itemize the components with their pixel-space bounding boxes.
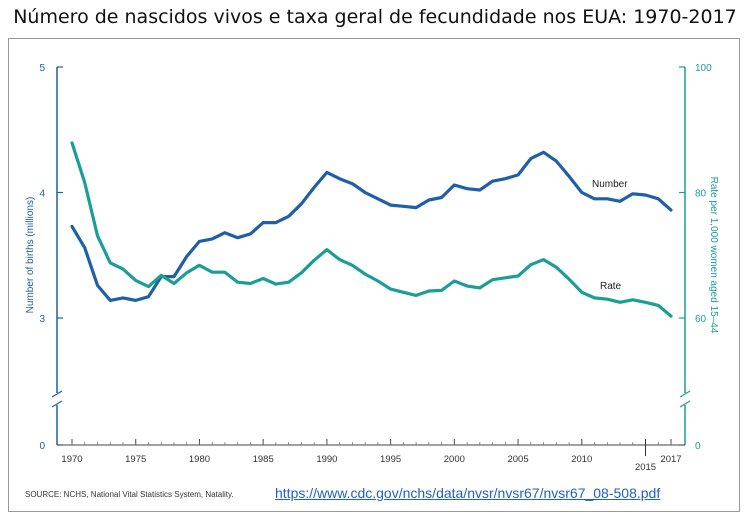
source-link[interactable]: https://www.cdc.gov/nchs/data/nvsr/nvsr6… bbox=[275, 485, 661, 501]
right-axis-title: Rate per 1,000 women aged 15–44 bbox=[708, 177, 719, 334]
x-axis-tick-label: 1980 bbox=[189, 454, 210, 465]
x-axis-tick-label: 1970 bbox=[61, 454, 82, 465]
x-axis-tick-label: 1995 bbox=[380, 454, 401, 465]
left-axis-break-mark bbox=[51, 390, 63, 398]
right-axis-tick-label: 100 bbox=[695, 63, 712, 74]
source-note: SOURCE: NCHS, National Vital Statistics … bbox=[25, 490, 234, 499]
x-axis-tick-label: 2017 bbox=[660, 454, 681, 465]
left-axis-tick-label: 3 bbox=[39, 314, 45, 325]
left-axis-tick-label: 5 bbox=[39, 63, 45, 74]
x-axis-tick-label: 1990 bbox=[316, 454, 337, 465]
right-axis-tick-label: 60 bbox=[695, 314, 707, 325]
x-axis-extra-tick-label: 2015 bbox=[635, 462, 656, 473]
left-axis-tick-label: 4 bbox=[39, 189, 45, 200]
series-line-rate bbox=[70, 141, 673, 318]
x-axis-tick-label: 2010 bbox=[571, 454, 592, 465]
chart-title: Número de nascidos vivos e taxa geral de… bbox=[13, 6, 737, 28]
right-axis-tick-label: 80 bbox=[695, 189, 707, 200]
left-axis-tick-label: 0 bbox=[39, 441, 45, 452]
series-label-number: Number bbox=[592, 179, 628, 190]
x-axis-tick-label: 1975 bbox=[125, 454, 146, 465]
left-axis-title: Number of births (millions) bbox=[25, 197, 36, 314]
right-axis-tick-label: 0 bbox=[695, 441, 701, 452]
series-label-rate: Rate bbox=[600, 281, 622, 292]
x-axis-tick-label: 2005 bbox=[507, 454, 528, 465]
series-line-number bbox=[70, 150, 673, 302]
right-axis-break-mark bbox=[679, 390, 691, 398]
chart-frame bbox=[8, 38, 740, 512]
x-axis-tick-label: 1985 bbox=[253, 454, 274, 465]
right-axis-break-mark bbox=[679, 400, 691, 408]
left-axis-break-mark bbox=[51, 400, 63, 408]
x-axis-tick-label: 2000 bbox=[444, 454, 465, 465]
